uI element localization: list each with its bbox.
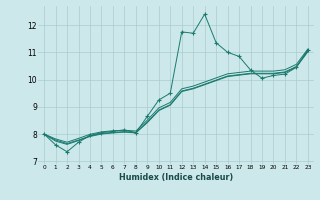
X-axis label: Humidex (Indice chaleur): Humidex (Indice chaleur): [119, 173, 233, 182]
